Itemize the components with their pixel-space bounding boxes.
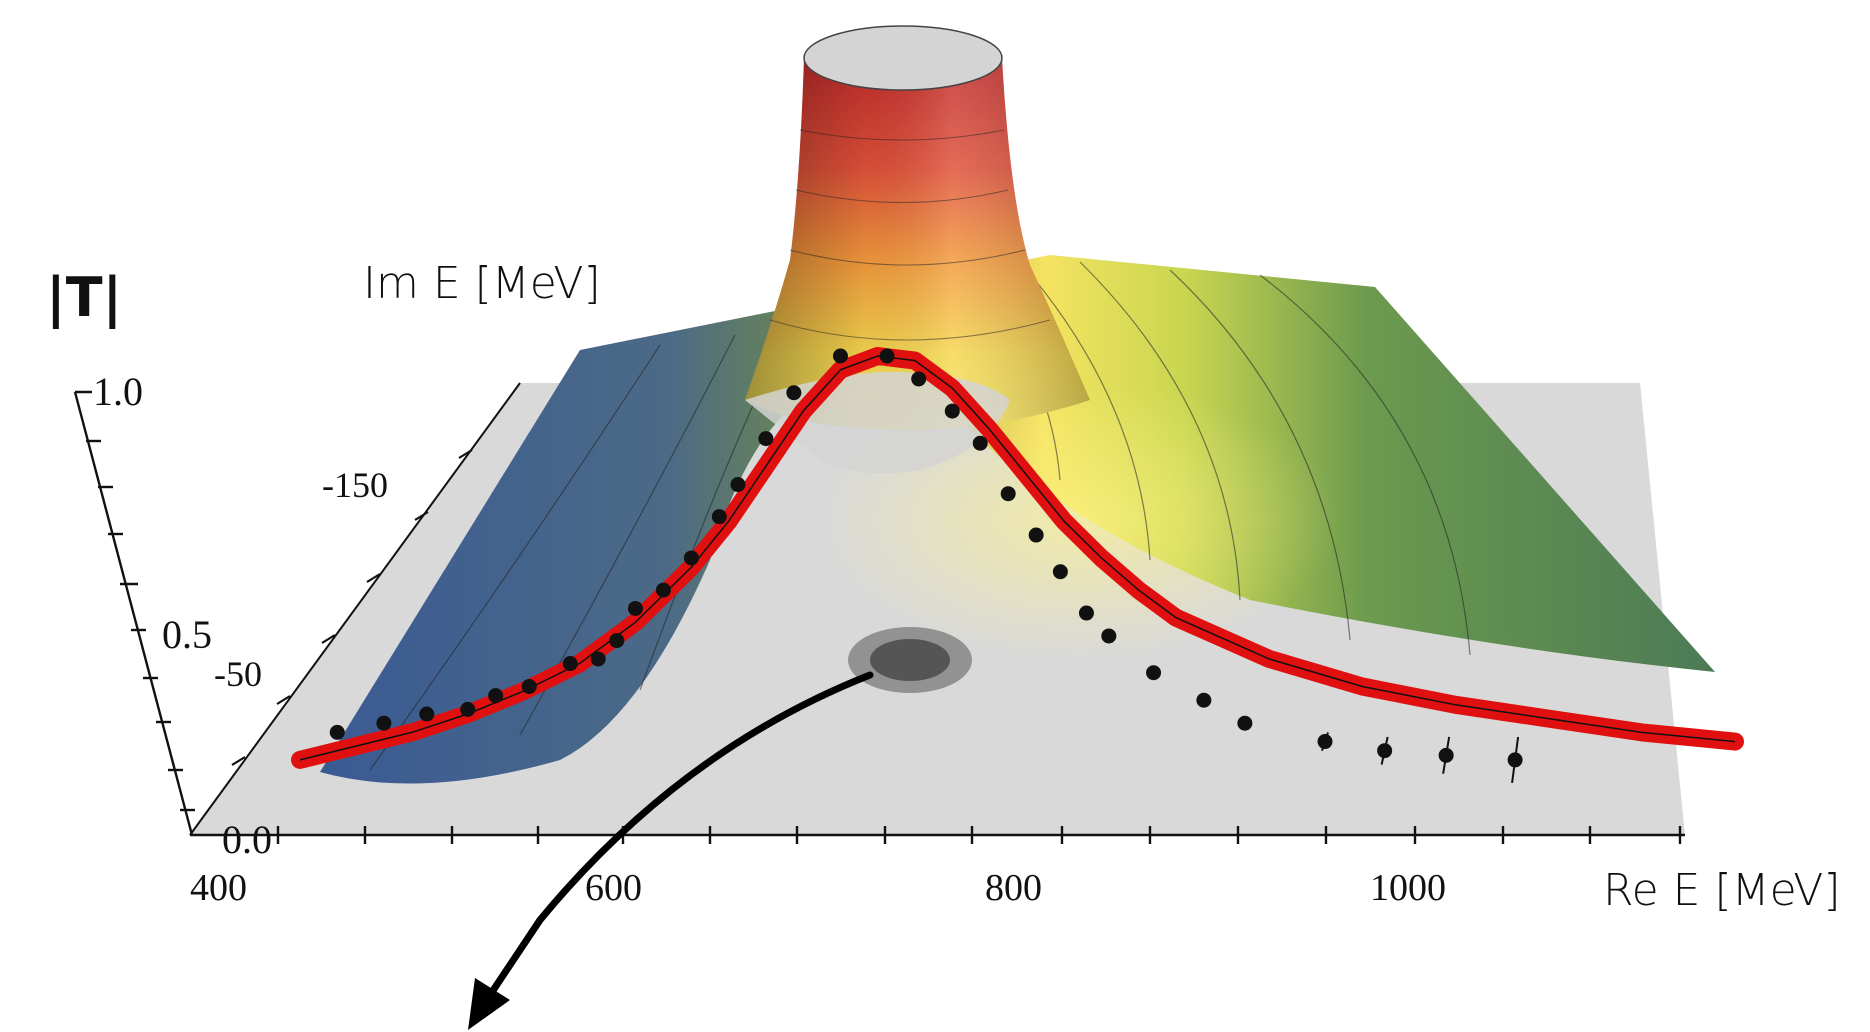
- x-tick-label-4: 1000: [1370, 867, 1446, 909]
- data-point: [879, 348, 895, 364]
- data-point: [1237, 715, 1253, 731]
- z-axis: [73, 391, 194, 836]
- data-point: [1052, 564, 1068, 580]
- z-axis-label: |T|: [46, 266, 122, 329]
- data-point: [1317, 734, 1333, 750]
- data-point: [627, 600, 643, 616]
- pole-arrow-head: [468, 978, 510, 1030]
- data-point: [1196, 692, 1212, 708]
- data-point: [590, 651, 606, 667]
- data-point: [655, 582, 671, 598]
- data-point: [711, 509, 727, 525]
- pole-arrow: [486, 671, 874, 999]
- data-point: [1078, 605, 1094, 621]
- data-point: [1028, 527, 1044, 543]
- data-point: [488, 688, 504, 704]
- x-axis-label: Re E [MeV]: [1603, 865, 1841, 916]
- data-point: [972, 435, 988, 451]
- data-point: [1377, 743, 1393, 759]
- data-point: [1507, 752, 1523, 768]
- pole-marker-inner: [870, 639, 950, 681]
- data-point: [460, 701, 476, 717]
- x-tick-label-2: 600: [585, 867, 642, 909]
- data-points-layer: [329, 348, 1523, 783]
- y-axis-label: Im E [MeV]: [363, 258, 601, 309]
- data-point: [730, 477, 746, 493]
- x-tick-label-3: 800: [985, 867, 1042, 909]
- data-point: [521, 678, 537, 694]
- tower-cap: [803, 25, 1003, 91]
- data-point: [1000, 486, 1016, 502]
- data-point: [562, 656, 578, 672]
- data-point: [911, 371, 927, 387]
- data-point: [1438, 747, 1454, 763]
- data-point: [832, 348, 848, 364]
- amplitude-surface: [320, 255, 1715, 784]
- z-tick-label-3: 0.0: [222, 817, 272, 862]
- data-point: [419, 706, 435, 722]
- data-point: [758, 431, 774, 447]
- data-point: [683, 550, 699, 566]
- x-tick-label-1: 400: [190, 867, 247, 909]
- data-point: [376, 715, 392, 731]
- im-axis-ticks: [231, 449, 473, 766]
- data-point: [944, 403, 960, 419]
- data-point: [786, 385, 802, 401]
- data-point: [329, 724, 345, 740]
- fit-curve-line: [299, 355, 1736, 761]
- data-point: [609, 633, 625, 649]
- z-tick-label-2: 0.5: [162, 612, 212, 657]
- z-tick-label-1: 1.0: [93, 369, 143, 414]
- z-axis-ticks: [75, 390, 195, 812]
- data-point: [1146, 665, 1162, 681]
- data-point: [1101, 628, 1117, 644]
- fit-curve-layer: [291, 347, 1744, 769]
- y-tick-label-2: -50: [214, 654, 262, 694]
- y-tick-label-1: -150: [322, 465, 388, 505]
